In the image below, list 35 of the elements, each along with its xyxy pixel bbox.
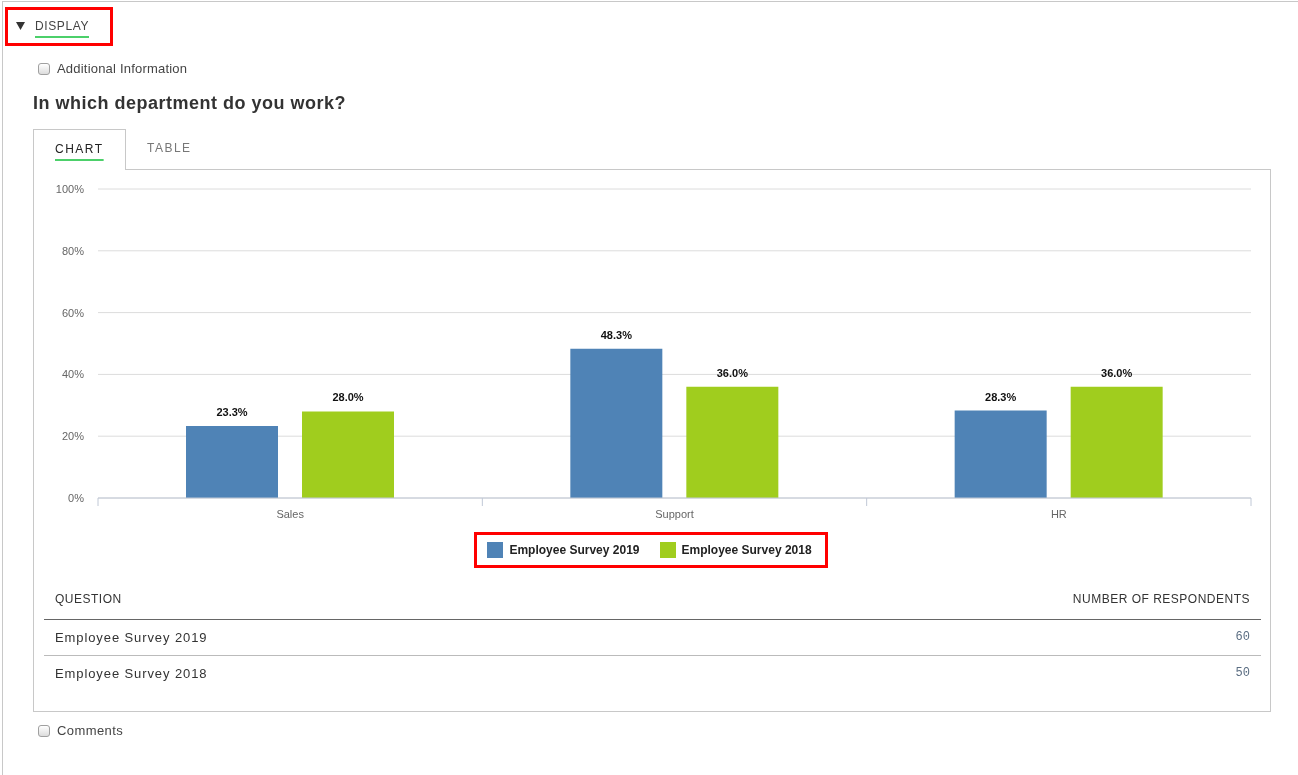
- x-tick-label: Support: [655, 508, 694, 520]
- text: 50: [1235, 665, 1250, 681]
- chart-title: In which department do you work?: [33, 92, 347, 115]
- bar: [570, 348, 663, 498]
- y-tick-label: 40%: [61, 368, 85, 381]
- text: NUMBER OF RESPONDENTS: [1072, 591, 1250, 607]
- bar: [686, 386, 779, 498]
- text: 60: [1235, 629, 1250, 645]
- data-label: 36.0%: [1101, 366, 1133, 379]
- text: Additional Information: [57, 59, 188, 77]
- text: Comments: [57, 721, 124, 739]
- data-label: 28.0%: [332, 391, 364, 404]
- bar: [954, 410, 1047, 498]
- data-label: 23.3%: [216, 406, 248, 418]
- data-label: 36.0%: [716, 366, 749, 379]
- legend-label: Employee Survey 2018: [681, 543, 812, 557]
- text: CHART: [55, 141, 104, 157]
- x-tick-label: HR: [1050, 508, 1067, 520]
- text: QUESTION: [55, 591, 122, 607]
- bar: [186, 426, 278, 498]
- legend-label: Employee Survey 2019: [509, 543, 640, 557]
- text: DISPLAY: [35, 18, 89, 34]
- data-label: 28.3%: [985, 390, 1017, 403]
- data-label: 48.3%: [600, 328, 633, 341]
- text: Employee Survey 2018: [55, 664, 208, 682]
- y-tick-label: 20%: [61, 430, 85, 443]
- y-tick-label: 60%: [61, 306, 85, 319]
- y-tick-label: 80%: [61, 244, 85, 257]
- x-tick-label: Sales: [276, 508, 305, 520]
- y-tick-label: 0%: [68, 491, 85, 504]
- y-tick-label: 100%: [55, 182, 85, 195]
- bar: [1070, 386, 1163, 498]
- bar: [302, 411, 394, 498]
- text: TABLE: [147, 140, 192, 156]
- text: Employee Survey 2019: [55, 628, 208, 646]
